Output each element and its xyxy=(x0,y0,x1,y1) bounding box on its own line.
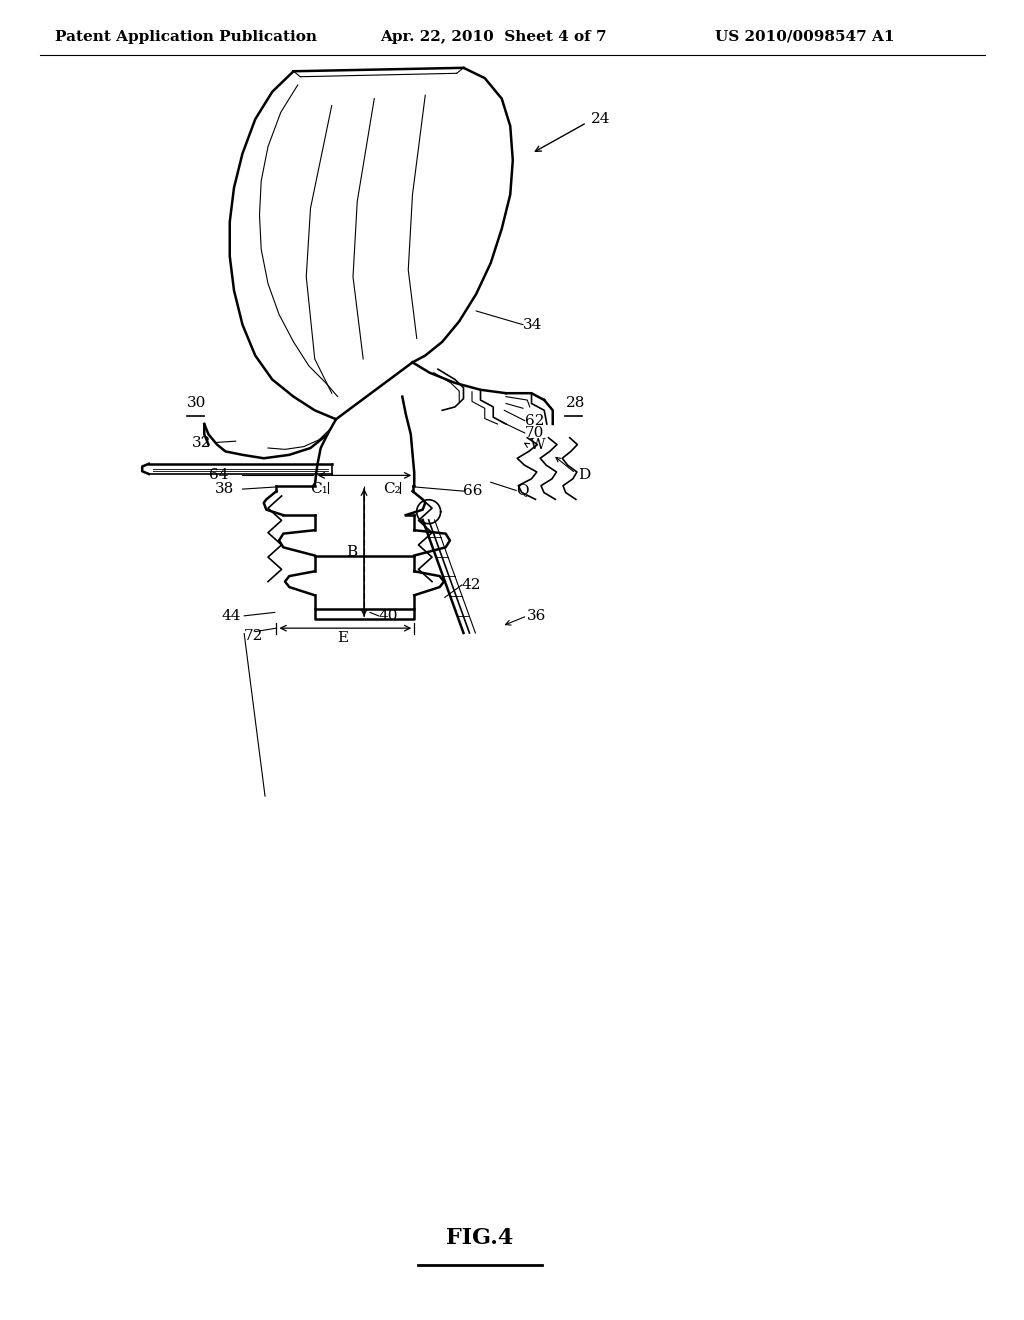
Text: D: D xyxy=(579,469,591,482)
Text: 44: 44 xyxy=(221,609,241,623)
Text: 40: 40 xyxy=(379,609,398,623)
Text: 42: 42 xyxy=(462,578,481,591)
Text: 66: 66 xyxy=(464,484,483,498)
Text: 28: 28 xyxy=(565,396,585,411)
Text: C₂: C₂ xyxy=(383,482,400,496)
Text: 32: 32 xyxy=(191,436,211,450)
Text: Apr. 22, 2010  Sheet 4 of 7: Apr. 22, 2010 Sheet 4 of 7 xyxy=(380,30,606,44)
Text: Patent Application Publication: Patent Application Publication xyxy=(55,30,317,44)
Text: 72: 72 xyxy=(244,630,263,643)
Text: 34: 34 xyxy=(523,318,543,331)
Text: E: E xyxy=(337,631,348,644)
Text: US 2010/0098547 A1: US 2010/0098547 A1 xyxy=(715,30,895,44)
Text: 64: 64 xyxy=(209,469,228,482)
Text: FIG.4: FIG.4 xyxy=(446,1228,514,1249)
Text: 70: 70 xyxy=(524,426,544,440)
Text: Q: Q xyxy=(516,483,528,498)
Text: 24: 24 xyxy=(591,112,610,127)
Text: 38: 38 xyxy=(215,482,234,496)
Text: 30: 30 xyxy=(187,396,207,411)
Text: W: W xyxy=(529,438,546,453)
Text: C₁: C₁ xyxy=(310,482,329,496)
Text: 62: 62 xyxy=(524,413,544,428)
Text: B: B xyxy=(346,545,357,560)
Text: 36: 36 xyxy=(527,609,547,623)
